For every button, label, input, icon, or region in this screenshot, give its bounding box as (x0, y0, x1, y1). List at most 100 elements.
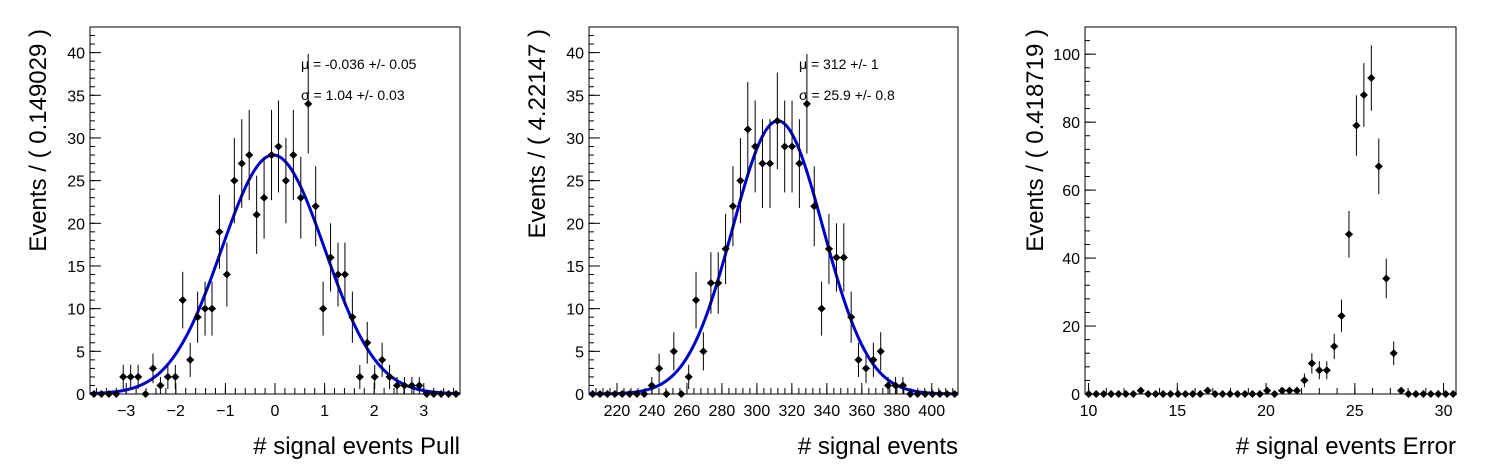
point-marker (1233, 390, 1242, 398)
point-marker (126, 372, 135, 381)
data-point (1300, 373, 1309, 388)
point-marker (429, 390, 438, 398)
data-point (429, 390, 438, 398)
y-tick-label: 35 (67, 88, 85, 105)
point-marker (1434, 390, 1443, 398)
data-point (921, 390, 930, 398)
point-marker (876, 347, 885, 356)
data-point (862, 353, 871, 384)
data-point (340, 242, 349, 307)
point-marker (1263, 386, 1272, 395)
x-tick-label: 10 (1080, 403, 1098, 420)
point-marker (906, 390, 915, 398)
data-point (281, 137, 290, 224)
point-marker (245, 151, 254, 160)
data-point (1084, 390, 1093, 398)
data-point (847, 291, 856, 343)
signal-events-panel: 0 5 10 15 20 25 30 35 40 220 240 260 280 300 320 340 360… (524, 26, 959, 460)
point-marker (281, 176, 290, 185)
point-marker (655, 364, 664, 373)
point-marker (393, 381, 402, 390)
data-point (662, 390, 671, 398)
fit-curve (89, 153, 461, 396)
point-marker (832, 253, 841, 262)
point-marker (706, 279, 715, 288)
point-marker (104, 390, 113, 398)
point-marker (640, 390, 649, 398)
data-point (1419, 390, 1428, 398)
data-point (632, 390, 641, 398)
point-marker (596, 390, 605, 398)
point-marker (714, 279, 723, 288)
data-point (1330, 333, 1339, 360)
data-point (1196, 390, 1205, 398)
data-point (1285, 386, 1294, 395)
data-point (1159, 390, 1168, 398)
data-point (898, 376, 907, 394)
point-marker (1107, 390, 1116, 398)
y-tick-label: 5 (575, 344, 584, 361)
data-point (296, 156, 305, 239)
data-point (348, 291, 357, 343)
point-marker (333, 270, 342, 279)
data-point (596, 390, 605, 398)
data-point (1114, 390, 1123, 398)
x-tick-label: 2 (370, 403, 379, 420)
fit-stat-sigma: σ = 1.04 +/- 0.03 (301, 87, 405, 103)
point-marker (1188, 390, 1197, 398)
point-marker (1322, 366, 1331, 375)
data-point (400, 376, 409, 394)
data-point (245, 109, 254, 201)
point-marker (89, 390, 98, 398)
point-marker (884, 381, 893, 390)
x-tick-label: 360 (848, 403, 875, 420)
point-marker (422, 390, 431, 398)
data-point (141, 390, 150, 398)
data-point (1382, 258, 1391, 299)
point-marker (452, 390, 461, 398)
x-tick-label: 280 (709, 403, 736, 420)
point-marker (1285, 386, 1294, 395)
y-tick-label: 10 (67, 302, 85, 319)
data-point (839, 223, 848, 292)
point-marker (1419, 390, 1428, 398)
point-marker (839, 253, 848, 262)
point-marker (1449, 390, 1458, 398)
point-marker (817, 304, 826, 313)
data-point (260, 156, 269, 239)
data-point (743, 81, 752, 177)
point-marker (758, 159, 767, 168)
data-point (669, 332, 678, 371)
data-point (891, 376, 900, 394)
point-marker (824, 244, 833, 253)
data-point (415, 376, 424, 394)
data-point (222, 242, 231, 307)
data-point (1233, 390, 1242, 398)
data-point (1337, 299, 1346, 333)
point-marker (407, 381, 416, 390)
data-point (89, 390, 98, 398)
point-marker (141, 390, 150, 398)
y-tick-label: 5 (76, 344, 85, 361)
point-marker (677, 390, 686, 398)
point-marker (766, 159, 775, 168)
data-point (378, 342, 387, 377)
y-axis-label: Events / ( 0.418719 ) (1022, 29, 1049, 252)
point-marker (378, 355, 387, 364)
data-point (1218, 390, 1227, 398)
point-marker (1404, 390, 1413, 398)
point-marker (935, 390, 944, 398)
point-marker (178, 296, 187, 305)
point-marker (1203, 386, 1212, 395)
point-marker (588, 390, 597, 398)
y-tick-label: 20 (67, 216, 85, 233)
y-tick-label: 20 (566, 216, 584, 233)
data-point (906, 390, 915, 398)
point-marker (751, 142, 760, 151)
point-marker (780, 142, 789, 151)
data-point (1278, 386, 1287, 395)
point-marker (134, 372, 143, 381)
point-marker (1300, 376, 1309, 385)
x-tick-label: −2 (167, 403, 185, 420)
pull-distribution-panel: 0 5 10 15 20 25 30 35 40 −3 −2 −1 0 1 2 3 # signal event… (25, 26, 461, 460)
